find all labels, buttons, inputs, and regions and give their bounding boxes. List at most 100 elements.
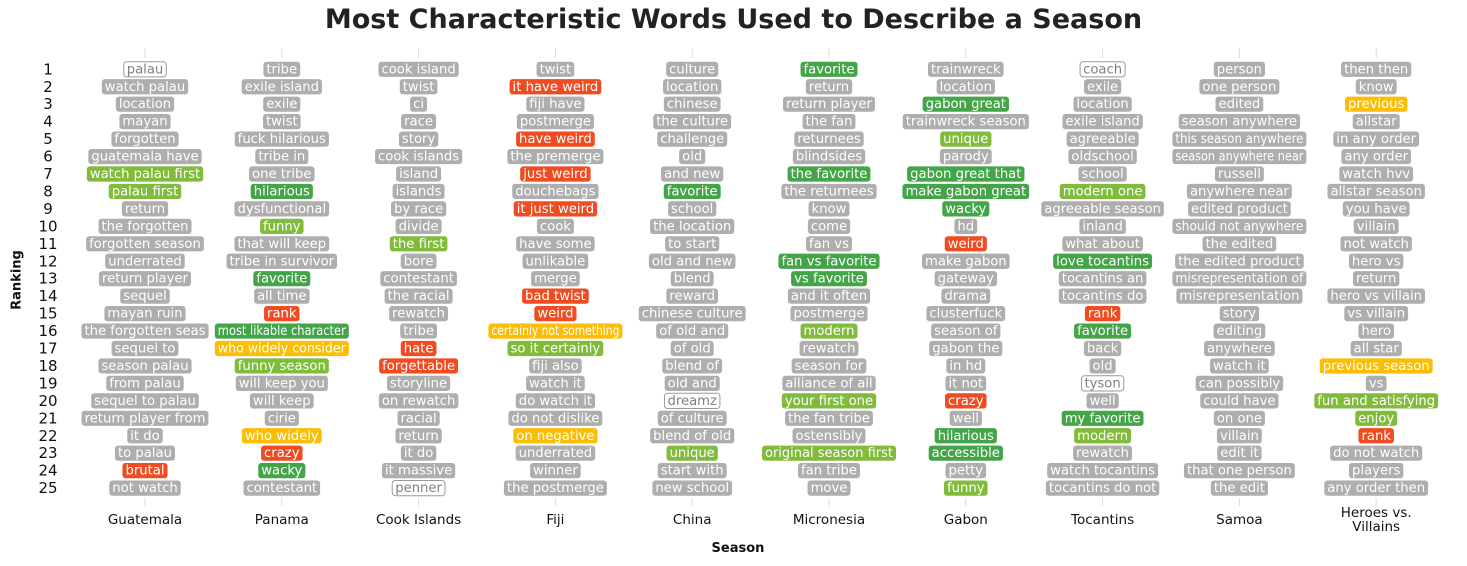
- word-label-box: [509, 79, 602, 95]
- word-label: palau first: [108, 183, 182, 199]
- word-label-box: [1058, 288, 1147, 304]
- word-label-box: [123, 61, 167, 78]
- word-label-box: [926, 306, 1006, 322]
- word-label-box: [921, 253, 1010, 269]
- word-label-box: [249, 393, 314, 409]
- word-label: edit it: [1217, 445, 1262, 461]
- word-label: the forgotten seas: [81, 323, 209, 339]
- word-label-text: return: [809, 80, 849, 95]
- word-label-box: [1217, 445, 1262, 461]
- word-label-text: and it often: [791, 289, 867, 304]
- y-tick-label: 14: [38, 287, 57, 305]
- word-label-text: anywhere: [1207, 342, 1272, 357]
- word-label-text: alliance of all: [785, 376, 872, 391]
- word-label-box: [536, 61, 575, 77]
- word-label: twist: [262, 114, 301, 130]
- word-label-box: [379, 358, 459, 374]
- word-label-text: ostensibly: [796, 429, 863, 444]
- word-label-text: racial: [401, 411, 437, 426]
- word-label: to start: [665, 236, 720, 252]
- word-label-box: [1330, 445, 1423, 461]
- word-label-box: [778, 253, 880, 269]
- word-label-text: fuck hilarious: [238, 132, 326, 147]
- word-label: unlikable: [522, 253, 589, 269]
- word-label: who widely: [241, 428, 322, 444]
- word-label: crazy: [945, 393, 987, 409]
- word-label: modern: [1074, 428, 1132, 444]
- y-tick-label: 5: [43, 130, 53, 148]
- x-tick-label: Panama: [255, 512, 309, 528]
- word-label-box: [1213, 410, 1265, 426]
- x-tick-label-line: Fiji: [546, 512, 564, 528]
- word-label-text: twist: [540, 62, 572, 77]
- word-label-text: vs villain: [1347, 307, 1405, 322]
- y-tick-label: 8: [43, 182, 53, 200]
- word-label-text: my favorite: [1065, 411, 1141, 426]
- word-label-text: rewatch: [1076, 446, 1129, 461]
- word-label-box: [656, 323, 729, 339]
- word-label-box: [522, 253, 589, 269]
- word-label-text: the edited product: [1178, 254, 1301, 269]
- word-label-box: [214, 340, 349, 357]
- word-label-text: gabon great that: [910, 167, 1021, 182]
- word-label-text: douchebags: [515, 184, 595, 199]
- word-label-box: [104, 306, 186, 322]
- word-label-text: islands: [396, 184, 442, 199]
- word-label-text: sequel to palau: [94, 394, 196, 409]
- word-label: favorite: [800, 61, 858, 77]
- word-label-box: [1175, 253, 1304, 269]
- word-label: islands: [392, 183, 445, 199]
- word-label-box: [513, 428, 598, 444]
- word-label-box: [787, 288, 871, 304]
- word-label-box: [86, 166, 204, 182]
- word-label-box: [940, 131, 992, 147]
- word-label-text: do watch it: [519, 394, 592, 409]
- word-label-text: should not anywhere: [1175, 219, 1303, 234]
- word-label-text: misrepresentation: [1179, 289, 1299, 304]
- word-label-text: the location: [653, 219, 731, 234]
- word-label: accessible: [928, 445, 1003, 461]
- word-label-box: [397, 410, 440, 426]
- word-label-text: you have: [1346, 202, 1407, 217]
- word-label-box: [800, 323, 858, 339]
- word-label: hd: [954, 218, 978, 234]
- word-label-box: [1079, 61, 1126, 78]
- word-label: old and: [664, 375, 720, 391]
- word-label-text: this season anywhere: [1175, 132, 1303, 147]
- word-label-box: [1078, 166, 1127, 182]
- word-label-box: [522, 288, 589, 304]
- word-label: blend of: [662, 358, 723, 374]
- word-label: old and new: [648, 253, 736, 269]
- word-label-box: [1210, 358, 1269, 374]
- word-label-box: [1352, 114, 1400, 130]
- word-label-text: school: [1081, 167, 1123, 182]
- word-label-text: trainwreck season: [906, 115, 1026, 130]
- word-label-text: location: [940, 80, 992, 95]
- word-label-text: do not dislike: [511, 411, 599, 426]
- word-label: fan vs: [806, 236, 852, 252]
- word-label-text: just weird: [522, 167, 587, 182]
- word-label-text: old: [682, 150, 702, 165]
- word-label-text: have weird: [519, 132, 592, 147]
- word-label-text: underrated: [108, 254, 182, 269]
- word-label-box: [234, 358, 329, 374]
- word-label-text: your first one: [785, 394, 873, 409]
- word-label-box: [665, 236, 720, 252]
- word-label: it just weird: [513, 201, 598, 217]
- word-label-box: [1172, 271, 1307, 287]
- word-label-text: petty: [948, 464, 983, 479]
- word-label: coach: [1079, 61, 1126, 78]
- word-label-box: [515, 393, 596, 409]
- word-label-box: [1178, 114, 1301, 130]
- x-tick-label-line: Tocantins: [1070, 512, 1134, 528]
- word-label-box: [375, 148, 463, 165]
- word-label-box: [787, 166, 871, 182]
- word-label-text: of old and: [659, 324, 725, 339]
- word-label: previous: [1345, 96, 1408, 112]
- word-label: forgotten season: [86, 236, 204, 252]
- word-label-box: [807, 218, 851, 234]
- word-label-box: [1213, 323, 1266, 339]
- word-label: not watch: [109, 480, 181, 496]
- word-label-text: exile: [1087, 80, 1118, 95]
- word-label: ci: [410, 96, 428, 112]
